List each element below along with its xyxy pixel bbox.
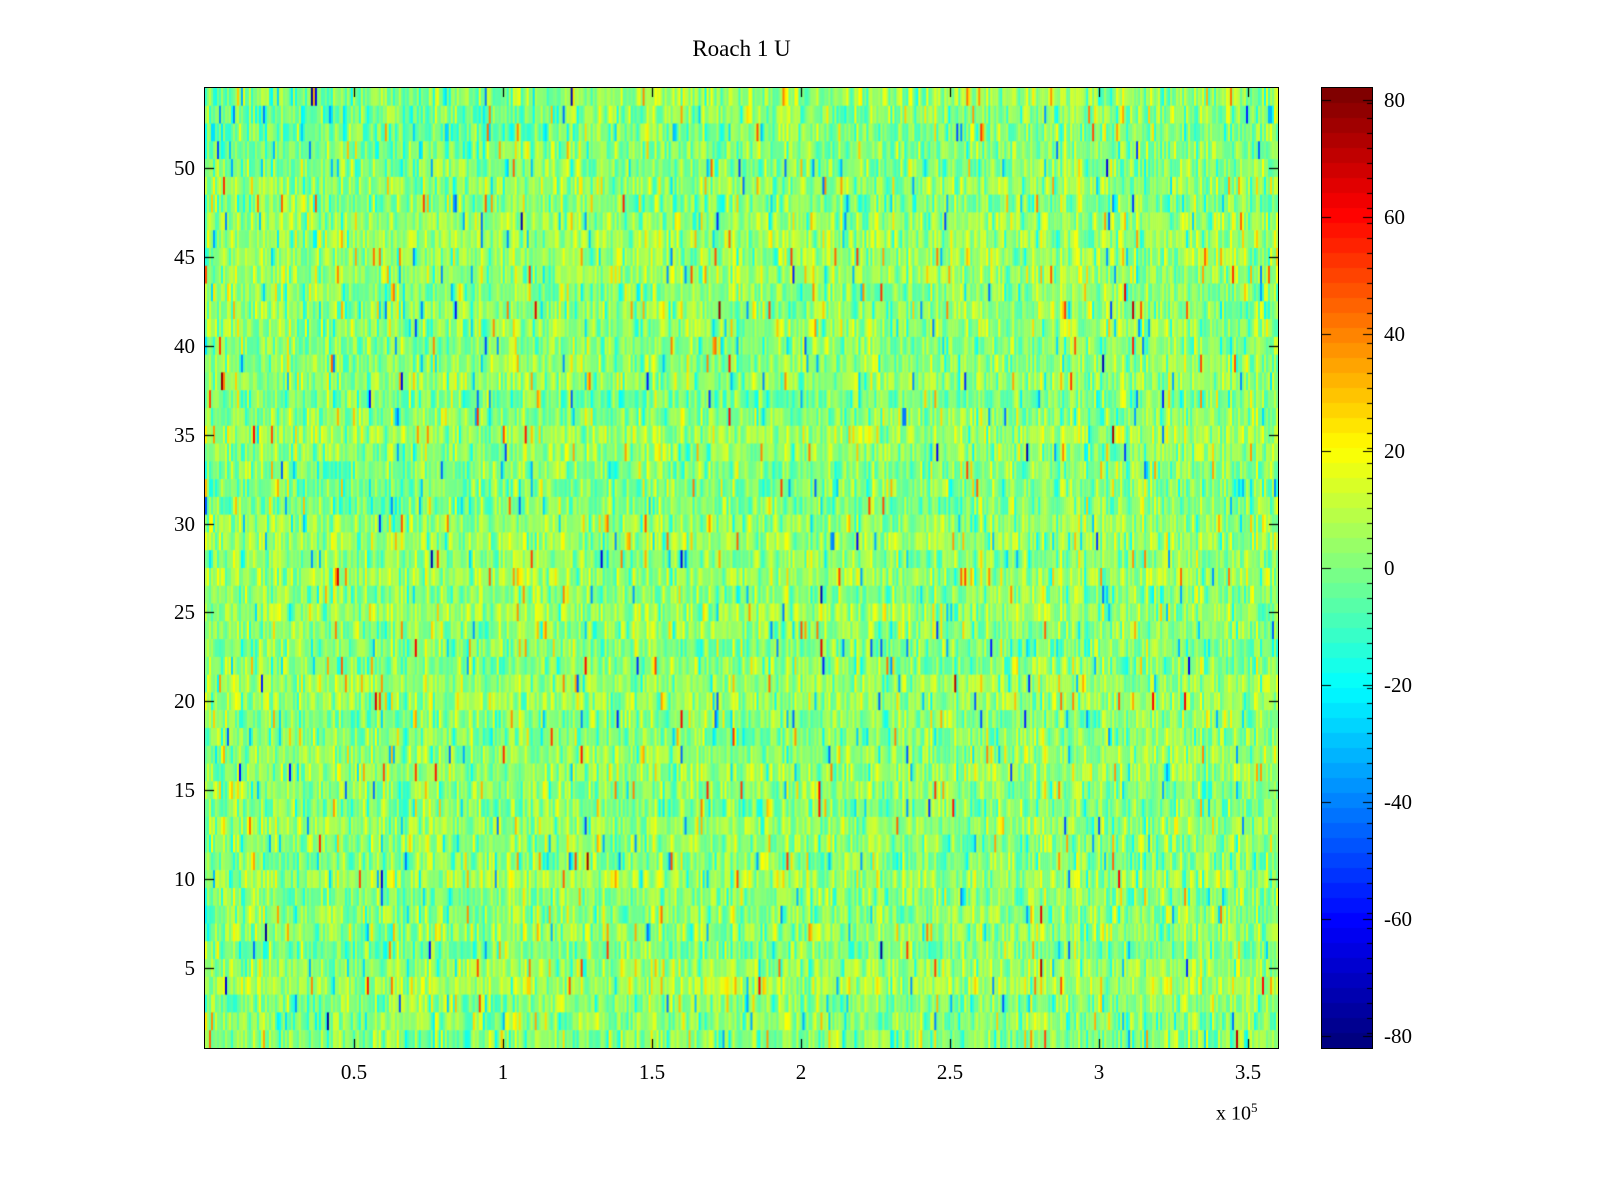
y-tick-label: 5 <box>184 956 196 980</box>
x-exponent-power: 5 <box>1251 1100 1258 1115</box>
colorbar-tick-label: -60 <box>1384 907 1412 931</box>
colorbar-tick-label: 0 <box>1384 556 1395 580</box>
y-tick-label: 40 <box>174 334 195 358</box>
y-tick-label: 15 <box>174 778 195 802</box>
x-tick-label: 1.5 <box>638 1060 666 1084</box>
colorbar-tick-label: 60 <box>1384 205 1405 229</box>
colorbar-tick-label: -20 <box>1384 673 1412 697</box>
colorbar-canvas <box>1322 88 1372 1048</box>
y-tick-label: 20 <box>174 689 195 713</box>
x-tick-label: 2.5 <box>936 1060 964 1084</box>
y-tick-label: 35 <box>174 423 195 447</box>
heatmap-canvas <box>205 88 1278 1048</box>
x-tick-label: 0.5 <box>340 1060 368 1084</box>
y-tick-label: 25 <box>174 600 195 624</box>
colorbar-tick-label: -80 <box>1384 1024 1412 1048</box>
x-tick-label: 3.5 <box>1234 1060 1262 1084</box>
colorbar-tick-label: 20 <box>1384 439 1405 463</box>
y-tick-label: 10 <box>174 867 195 891</box>
x-exponent-prefix: x 10 <box>1216 1102 1251 1125</box>
heatmap-frame <box>204 87 1279 1049</box>
x-tick-label: 1 <box>497 1060 509 1084</box>
x-axis-exponent-label: x 105 <box>1216 1100 1258 1126</box>
colorbar-tick-label: 40 <box>1384 322 1405 346</box>
colorbar-frame <box>1321 87 1373 1049</box>
x-tick-label: 3 <box>1093 1060 1105 1084</box>
plot-title: Roach 1 U <box>692 36 791 61</box>
y-tick-label: 30 <box>174 512 195 536</box>
x-tick-label: 2 <box>795 1060 807 1084</box>
y-tick-label: 50 <box>174 156 195 180</box>
y-tick-label: 45 <box>174 245 195 269</box>
colorbar-tick-label: -40 <box>1384 790 1412 814</box>
colorbar-tick-label: 80 <box>1384 88 1405 112</box>
